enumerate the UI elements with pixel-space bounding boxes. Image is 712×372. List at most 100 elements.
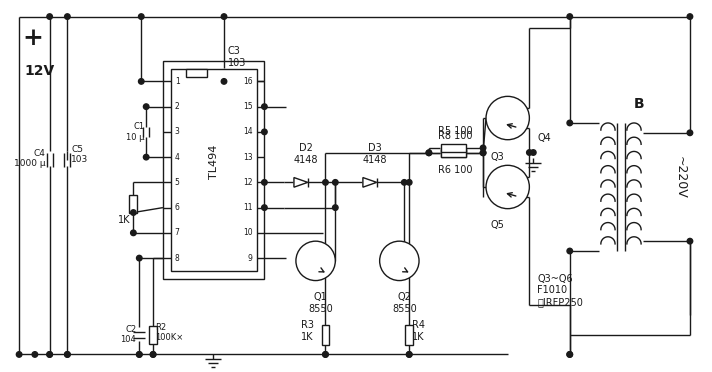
- Bar: [186, 69, 207, 77]
- Text: R5 100: R5 100: [438, 126, 473, 136]
- Circle shape: [687, 238, 693, 244]
- Circle shape: [261, 129, 267, 135]
- Circle shape: [221, 14, 226, 19]
- Bar: [149, 326, 157, 344]
- Circle shape: [130, 210, 136, 215]
- Circle shape: [261, 205, 267, 211]
- Bar: [441, 149, 466, 157]
- Circle shape: [323, 352, 328, 357]
- Polygon shape: [363, 177, 377, 187]
- Circle shape: [65, 14, 70, 19]
- Circle shape: [567, 14, 572, 19]
- Circle shape: [567, 352, 572, 357]
- Text: Q3: Q3: [491, 151, 505, 161]
- Bar: [130, 195, 137, 212]
- Text: D2
4148: D2 4148: [293, 143, 318, 165]
- Circle shape: [323, 180, 328, 185]
- Circle shape: [407, 352, 412, 357]
- Text: 2: 2: [174, 102, 179, 111]
- Text: 6: 6: [174, 203, 179, 212]
- Bar: [163, 61, 264, 279]
- Circle shape: [481, 145, 486, 151]
- Text: C5
103: C5 103: [71, 145, 88, 164]
- Text: Q2
8550: Q2 8550: [392, 292, 417, 314]
- Circle shape: [407, 180, 412, 185]
- Text: Q4: Q4: [538, 133, 551, 142]
- Text: 16: 16: [243, 77, 253, 86]
- Circle shape: [687, 130, 693, 135]
- Text: Q5: Q5: [491, 221, 505, 231]
- Circle shape: [47, 352, 53, 357]
- Circle shape: [139, 14, 144, 19]
- Text: Q1
8550: Q1 8550: [308, 292, 333, 314]
- Circle shape: [567, 248, 572, 254]
- Circle shape: [130, 230, 136, 235]
- Circle shape: [426, 150, 431, 155]
- Text: R2
100K×: R2 100K×: [155, 323, 183, 343]
- Text: C1
10 µ: C1 10 µ: [126, 122, 145, 142]
- Bar: [441, 149, 466, 157]
- Bar: [322, 325, 330, 344]
- Circle shape: [567, 120, 572, 126]
- Circle shape: [379, 241, 419, 280]
- Text: Q3~Q6
F1010
或IRFP250: Q3~Q6 F1010 或IRFP250: [538, 274, 583, 307]
- Circle shape: [143, 154, 149, 160]
- Text: 13: 13: [243, 153, 253, 161]
- Bar: [171, 69, 256, 271]
- Circle shape: [47, 352, 53, 357]
- Text: 15: 15: [243, 102, 253, 111]
- Circle shape: [143, 104, 149, 109]
- Circle shape: [139, 78, 144, 84]
- Text: +: +: [23, 26, 43, 50]
- Circle shape: [47, 14, 53, 19]
- Circle shape: [486, 96, 529, 140]
- Text: 1K: 1K: [118, 215, 130, 225]
- Text: R6 100: R6 100: [439, 165, 473, 174]
- Circle shape: [402, 180, 407, 185]
- Circle shape: [261, 104, 267, 109]
- Circle shape: [32, 352, 38, 357]
- Text: 10: 10: [243, 228, 253, 237]
- Bar: [405, 325, 413, 344]
- Circle shape: [137, 352, 142, 357]
- Text: D3
4148: D3 4148: [362, 143, 387, 165]
- Circle shape: [333, 180, 338, 185]
- Text: R3
1K: R3 1K: [300, 320, 314, 341]
- Text: 7: 7: [174, 228, 179, 237]
- Text: 9: 9: [248, 254, 253, 263]
- Circle shape: [426, 150, 431, 155]
- Text: TL494: TL494: [209, 145, 219, 179]
- Bar: [441, 144, 466, 152]
- Circle shape: [221, 78, 226, 84]
- Text: B: B: [634, 97, 644, 111]
- Circle shape: [407, 352, 412, 357]
- Text: 3: 3: [174, 127, 179, 137]
- Text: 8: 8: [174, 254, 179, 263]
- Text: 5: 5: [174, 178, 179, 187]
- Circle shape: [323, 352, 328, 357]
- Text: 12: 12: [243, 178, 253, 187]
- Circle shape: [481, 150, 486, 155]
- Text: R8 100: R8 100: [439, 131, 473, 141]
- Circle shape: [65, 352, 70, 357]
- Circle shape: [486, 165, 529, 209]
- Text: C3
103: C3 103: [228, 46, 246, 68]
- Text: ~220V: ~220V: [674, 156, 686, 199]
- Text: 4: 4: [174, 153, 179, 161]
- Text: 11: 11: [243, 203, 253, 212]
- Circle shape: [567, 352, 572, 357]
- Text: C2
104: C2 104: [120, 325, 136, 344]
- Circle shape: [530, 150, 536, 155]
- Text: 12V: 12V: [24, 64, 54, 78]
- Circle shape: [296, 241, 335, 280]
- Circle shape: [261, 180, 267, 185]
- Circle shape: [137, 255, 142, 261]
- Circle shape: [150, 352, 156, 357]
- Text: 1: 1: [174, 77, 179, 86]
- Circle shape: [16, 352, 22, 357]
- Polygon shape: [294, 177, 308, 187]
- Text: 14: 14: [243, 127, 253, 137]
- Circle shape: [150, 352, 156, 357]
- Circle shape: [481, 150, 486, 155]
- Circle shape: [333, 205, 338, 211]
